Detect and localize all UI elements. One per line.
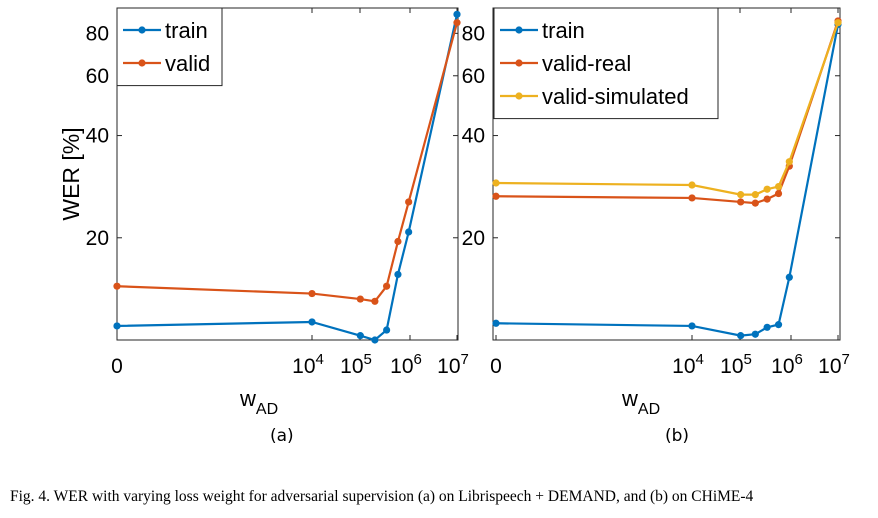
- data-point-valid-simulated: [492, 179, 500, 187]
- series-line-train: [495, 24, 840, 337]
- data-point-valid-simulated: [834, 19, 842, 27]
- figure-caption: Fig. 4. WER with varying loss weight for…: [10, 488, 754, 505]
- data-point-train: [371, 336, 379, 344]
- data-point-valid: [371, 297, 379, 305]
- x-tick-label: 104: [672, 351, 704, 378]
- data-point-valid: [308, 289, 316, 298]
- data-point-train: [688, 322, 696, 330]
- x-tick-label: 105: [720, 351, 752, 378]
- y-tick-label: 40: [462, 125, 485, 148]
- data-point-valid: [383, 282, 391, 290]
- y-tick-label: 80: [462, 22, 485, 45]
- data-point-train: [774, 321, 783, 329]
- data-point-valid-real: [774, 189, 783, 198]
- chart-panel-b: 20 40 60 80 0 104 105 106 107 wAD train valid-real v…: [462, 7, 850, 418]
- data-point-valid-real: [492, 192, 500, 200]
- data-point-train: [405, 228, 413, 236]
- y-tick-label: 60: [86, 65, 109, 88]
- legend-label: train: [165, 18, 208, 43]
- plot-frame: [116, 7, 459, 341]
- x-axis-label: wAD: [239, 386, 278, 418]
- data-point-valid-real: [737, 198, 745, 206]
- x-tick-label: 0: [111, 355, 123, 378]
- y-axis-label: WER [%]: [58, 127, 84, 220]
- y-tick-label: 60: [462, 65, 485, 88]
- data-point-train: [492, 319, 500, 327]
- data-point-valid-real: [751, 199, 759, 207]
- x-tick-label: 107: [437, 351, 469, 378]
- x-tick-label: 0: [490, 355, 502, 378]
- x-axis-label: wAD: [621, 386, 660, 418]
- x-tick-label: 106: [390, 351, 422, 378]
- data-point-valid-simulated: [751, 191, 759, 199]
- legend-marker: [515, 59, 523, 67]
- series-line-train: [116, 14, 459, 342]
- data-point-train: [394, 270, 402, 279]
- y-tick-label: 20: [86, 227, 109, 250]
- legend-label: valid: [165, 51, 210, 76]
- data-point-train: [113, 322, 121, 330]
- data-point-train: [356, 332, 364, 340]
- data-point-valid: [394, 237, 402, 246]
- legend-label: train: [542, 18, 585, 43]
- data-point-valid-simulated: [688, 181, 696, 189]
- data-point-valid-simulated: [774, 182, 783, 191]
- y-tick-label: 80: [86, 22, 109, 45]
- legend-marker: [515, 92, 523, 100]
- legend-marker: [138, 59, 146, 67]
- series-line-valid-real: [495, 20, 840, 205]
- x-tick-label: 106: [771, 351, 803, 378]
- data-point-valid: [356, 295, 364, 303]
- x-tick-label: 104: [292, 351, 324, 378]
- data-point-train: [308, 318, 316, 326]
- data-point-train: [453, 10, 461, 18]
- data-point-train: [751, 330, 759, 338]
- legend-label: valid-real: [542, 51, 631, 76]
- y-tick-label: 40: [86, 125, 109, 148]
- data-point-valid-simulated: [737, 191, 745, 199]
- panel-label-a: (a): [270, 426, 294, 446]
- data-point-valid-real: [688, 194, 696, 202]
- x-tick-label: 105: [340, 351, 372, 378]
- legend-marker: [515, 26, 523, 34]
- data-point-train: [785, 273, 793, 281]
- x-tick-label: 107: [818, 351, 850, 378]
- series-line-valid: [116, 22, 459, 303]
- data-point-valid-simulated: [763, 185, 771, 193]
- data-point-train: [383, 326, 391, 334]
- data-point-valid-real: [763, 195, 771, 203]
- chart-canvas: 20 40 60 80 0 104 105 106 107 wAD WER [%] train vali…: [58, 7, 850, 418]
- data-point-valid: [113, 282, 121, 290]
- chart-panel-a: 20 40 60 80 0 104 105 106 107 wAD WER [%] train vali…: [58, 7, 469, 418]
- data-point-valid: [453, 19, 461, 27]
- series-line-valid-simulated: [495, 22, 840, 196]
- y-tick-label: 20: [462, 227, 485, 250]
- panel-label-b: (b): [665, 426, 690, 446]
- legend-marker: [138, 26, 146, 34]
- data-point-train: [763, 323, 771, 331]
- data-point-train: [737, 332, 745, 340]
- data-point-valid-simulated: [785, 158, 793, 166]
- data-point-valid: [405, 198, 413, 206]
- legend-label: valid-simulated: [542, 84, 689, 109]
- legend-box: [116, 7, 223, 87]
